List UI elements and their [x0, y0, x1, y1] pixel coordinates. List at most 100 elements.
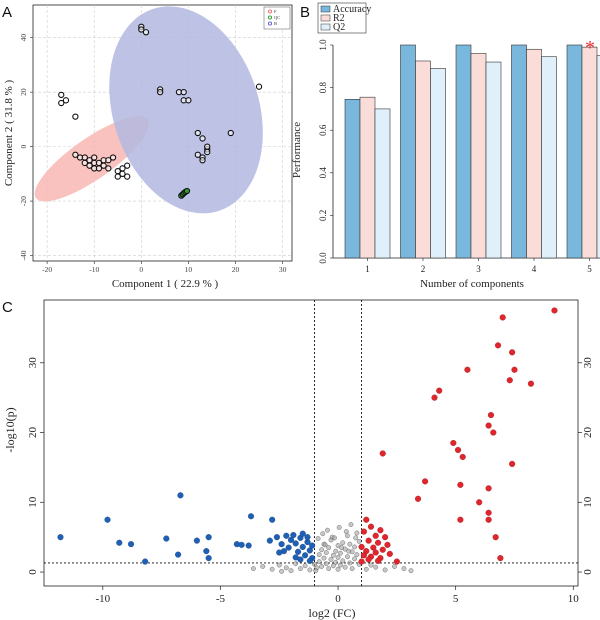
point-f-16 — [100, 162, 107, 169]
down-point-2 — [116, 539, 123, 546]
point-f-17 — [105, 157, 112, 164]
up-point-14 — [454, 446, 462, 454]
tick-label-y-40: 40 — [19, 34, 28, 42]
ns-point-3 — [283, 565, 289, 571]
down-point-8 — [193, 537, 200, 544]
ns-point-56 — [322, 542, 328, 548]
ns-point-55 — [353, 535, 359, 541]
ns-point-8 — [307, 567, 313, 573]
down-point-0 — [57, 534, 64, 541]
up-point-13 — [450, 439, 457, 447]
up-point-21 — [414, 495, 422, 502]
up-point-23 — [485, 509, 492, 516]
up-point-43 — [360, 552, 367, 559]
tick-label-y-20: 20 — [19, 88, 28, 96]
point-b-4 — [156, 88, 164, 96]
ns-point-44 — [354, 530, 360, 536]
bar-q2-1 — [374, 108, 391, 259]
up-point-12 — [490, 429, 497, 436]
down-point-21 — [287, 536, 295, 544]
down-point-23 — [292, 540, 299, 547]
point-f-21 — [114, 173, 121, 180]
down-point-34 — [285, 544, 292, 551]
bar-accuracy-4 — [511, 44, 527, 259]
ns-point-1 — [269, 566, 275, 572]
bar-q2-4 — [541, 56, 557, 259]
up-point-16 — [509, 460, 516, 467]
down-point-3 — [127, 541, 135, 548]
panel-c-y-axis-label: -log10(p) — [3, 407, 17, 452]
bar-r2-3 — [470, 53, 487, 259]
tick-label-x--10: -10 — [95, 593, 110, 605]
bar-accuracy-3 — [455, 44, 472, 259]
ns-point-21 — [328, 557, 334, 562]
ns-point-62 — [373, 564, 379, 570]
down-point-30 — [306, 547, 313, 554]
tick-label-x--20: -20 — [42, 265, 52, 274]
point-f-10 — [91, 154, 98, 161]
ns-point-61 — [363, 566, 369, 572]
tick-label-x-5: 5 — [453, 593, 459, 605]
up-point-36 — [384, 541, 391, 548]
down-point-28 — [302, 552, 309, 559]
bar-q2-3 — [485, 61, 502, 259]
ns-point-24 — [330, 552, 336, 558]
ns-point-27 — [335, 566, 341, 572]
ns-point-26 — [333, 559, 339, 565]
point-qc-4 — [183, 187, 191, 195]
panel-a-y-ticks: -40 -20 0 20 40 — [19, 34, 33, 261]
ns-point-20 — [326, 545, 332, 551]
legend-label-qc: QC — [274, 15, 280, 20]
panel-a-legend-box — [263, 6, 291, 30]
point-b-8 — [185, 97, 192, 104]
panel-b-bars — [344, 44, 600, 259]
tick-label-x-10: 10 — [185, 265, 193, 274]
ns-point-14 — [319, 564, 324, 569]
ns-point-13 — [319, 547, 324, 553]
up-point-11 — [485, 422, 492, 429]
up-point-1 — [499, 314, 506, 321]
bar-r2-2 — [415, 60, 431, 259]
ns-point-23 — [330, 563, 336, 569]
up-point-22 — [476, 499, 483, 506]
bar-q2-5 — [596, 55, 600, 259]
legend-swatch-r2 — [320, 14, 331, 22]
point-f-24 — [124, 162, 131, 169]
panel-a-y-axis-label: Component 2 ( 31.8 % ) — [3, 80, 15, 187]
panel-c-upregulated-points — [358, 307, 558, 565]
legend-label-q2: Q2 — [333, 22, 345, 33]
ns-point-53 — [343, 529, 349, 534]
tick-label-y-left-0: 0 — [27, 569, 39, 575]
up-point-29 — [367, 523, 375, 530]
tick-label-y-1: 1.0 — [318, 39, 328, 51]
up-point-46 — [365, 556, 372, 563]
bar-r2-1 — [359, 96, 376, 259]
up-point-15 — [459, 453, 466, 461]
down-point-22 — [290, 532, 297, 539]
down-point-15 — [247, 513, 255, 520]
up-point-26 — [492, 534, 499, 541]
up-point-33 — [382, 534, 389, 541]
panel-a-points — [58, 23, 263, 199]
ns-point-49 — [320, 531, 326, 537]
up-point-17 — [379, 450, 386, 457]
ns-point-28 — [335, 555, 341, 560]
down-point-36 — [297, 556, 304, 563]
ns-point-18 — [323, 550, 329, 555]
panel-c-y-ticks: 0 0 10 10 20 20 30 30 — [27, 357, 594, 575]
ns-point-6 — [298, 566, 303, 571]
up-point-8 — [436, 387, 443, 394]
down-point-26 — [299, 530, 306, 537]
tick-label-x-4: 4 — [532, 264, 537, 274]
down-point-6 — [177, 492, 184, 499]
panel-b-performance-bars: B 0.0 0.2 0.4 0.6 0.8 1.0 1 2 3 4 5 Number of com… — [291, 2, 600, 290]
down-point-20 — [283, 532, 290, 539]
ns-point-47 — [356, 538, 362, 544]
point-f-7 — [81, 159, 88, 167]
legend-label-f: F — [274, 9, 277, 14]
point-f-19 — [109, 154, 117, 161]
up-point-7 — [527, 380, 535, 387]
point-f-2 — [62, 97, 70, 104]
tick-label-x-20: 20 — [232, 265, 240, 274]
